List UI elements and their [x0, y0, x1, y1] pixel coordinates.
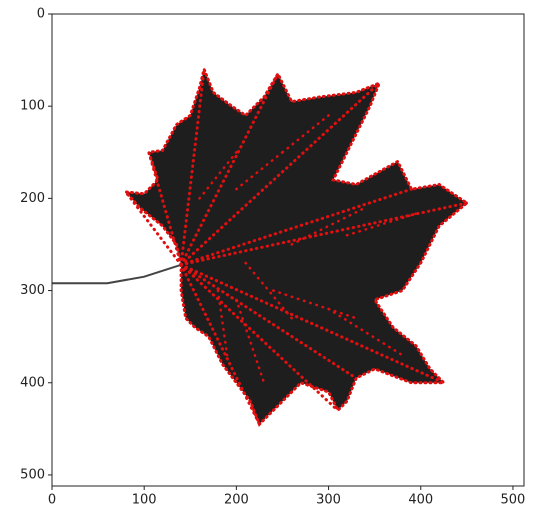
x-tick-label: 400 [408, 493, 433, 508]
leaf-stem [52, 265, 181, 283]
x-tick-label: 500 [501, 493, 526, 508]
x-tick-label: 100 [132, 493, 157, 508]
y-tick-label: 300 [20, 283, 45, 298]
y-tick-label: 400 [20, 375, 45, 390]
page: 01002003004005000100200300400500 (() => … [0, 0, 535, 514]
y-tick-label: 0 [37, 7, 45, 22]
x-tick-label: 300 [316, 493, 341, 508]
x-tick-label: 0 [48, 493, 56, 508]
x-tick-label: 200 [224, 493, 249, 508]
y-tick-label: 200 [20, 191, 45, 206]
chart: 01002003004005000100200300400500 [0, 0, 535, 514]
y-tick-label: 100 [20, 99, 45, 114]
leaf-image [52, 69, 467, 424]
y-tick-label: 500 [20, 467, 45, 482]
